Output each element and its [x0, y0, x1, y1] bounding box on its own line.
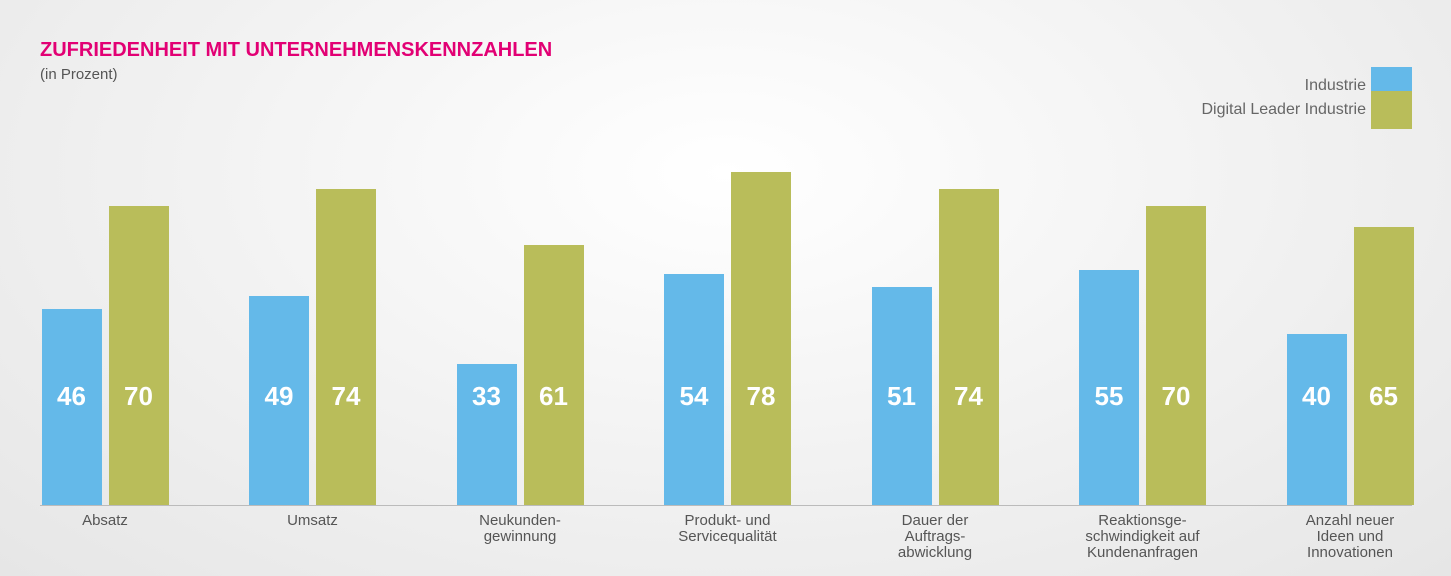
value-label: 51 [887, 381, 916, 411]
value-label: 40 [1302, 381, 1331, 411]
value-label: 49 [264, 381, 294, 411]
x-tick-label: Neukunden- gewinnung [479, 512, 561, 545]
bar [523, 244, 584, 505]
x-tick-label: Produkt- und Servicequalität [678, 512, 777, 545]
bar [938, 189, 999, 505]
bar [41, 308, 102, 505]
bar [871, 287, 932, 505]
bar [1146, 206, 1206, 505]
legend-label: Industrie [1304, 77, 1366, 94]
value-label: 78 [746, 381, 776, 411]
baseline [40, 505, 1412, 506]
x-tick-label: Reaktionsge- schwindigkeit auf Kundenanf… [1085, 512, 1200, 561]
legend-label: Digital Leader Industrie [1201, 101, 1366, 118]
value-label: 55 [1094, 381, 1124, 411]
value-label: 74 [954, 381, 983, 411]
chart-title: ZUFRIEDENHEIT MIT UNTERNEHMENSKENNZAHLEN [40, 39, 553, 61]
x-tick-label: Umsatz [287, 512, 338, 529]
x-tick-label: Anzahl neuer Ideen und Innovationen [1305, 512, 1395, 561]
bar [249, 295, 309, 505]
value-label: 74 [331, 381, 361, 411]
bar [316, 189, 376, 505]
bar [1079, 270, 1139, 505]
bar [731, 171, 791, 505]
value-label: 46 [57, 381, 86, 411]
chart-subtitle: (in Prozent) [40, 66, 118, 83]
value-label: 65 [1369, 381, 1398, 411]
bar [1353, 227, 1414, 505]
bar [664, 274, 724, 505]
bar [108, 206, 169, 505]
x-tick-label: Absatz [82, 512, 128, 529]
value-label: 70 [124, 381, 153, 411]
bar [456, 364, 517, 505]
legend-swatch [1371, 91, 1412, 129]
value-label: 61 [539, 381, 568, 411]
value-label: 54 [679, 381, 709, 411]
value-label: 33 [472, 381, 501, 411]
value-label: 70 [1161, 381, 1191, 411]
bar [1286, 334, 1347, 505]
x-tick-label: Dauer der Auftrags- abwicklung [897, 512, 973, 561]
